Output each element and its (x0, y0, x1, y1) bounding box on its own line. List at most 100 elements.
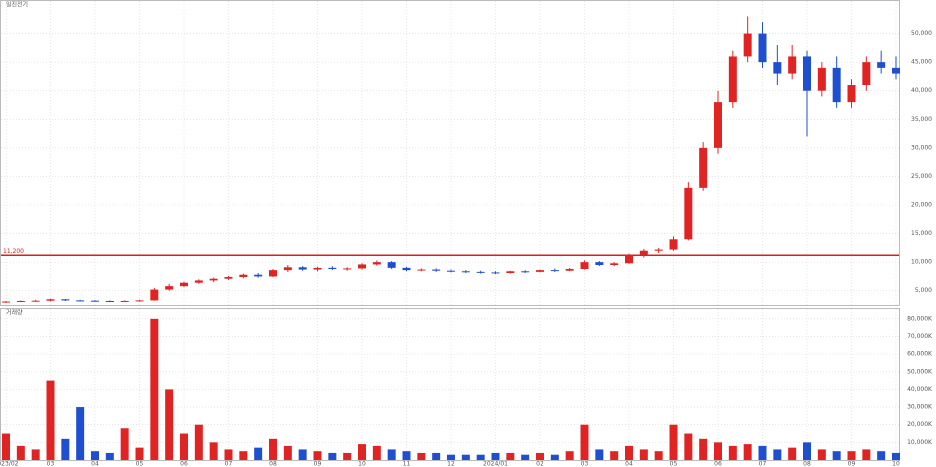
y-tick-label: 50,000 (911, 30, 932, 37)
volume-bar (461, 454, 470, 460)
volume-bar (31, 449, 40, 460)
volume-bar (803, 442, 811, 460)
candle-body (461, 271, 470, 273)
volume-bar (817, 449, 826, 460)
candle-body (150, 289, 159, 301)
volume-bar (847, 451, 856, 460)
candle-body (46, 299, 55, 301)
volume-bar (728, 445, 737, 460)
candle-body (773, 62, 782, 74)
candle-body (877, 62, 886, 68)
x-tick-label: 10 (892, 461, 900, 467)
volume-bar (358, 444, 366, 460)
x-tick-label: 05 (670, 461, 678, 467)
candle-body (313, 267, 322, 270)
volume-bar (506, 452, 515, 460)
candle-body (476, 271, 485, 273)
volume-bar (209, 442, 218, 460)
price-frame (0, 0, 900, 306)
volume-bar (135, 447, 144, 460)
volume-frame (0, 308, 900, 461)
volume-bar (684, 433, 693, 460)
x-tick-label: 08 (269, 461, 277, 467)
volume-bar (521, 454, 530, 460)
candle-body (254, 274, 263, 277)
candle-body (165, 286, 174, 290)
volume-bar (105, 452, 114, 460)
candle-body (269, 270, 277, 277)
candle-body (521, 271, 530, 273)
y-tick-label: 35,000 (911, 116, 932, 123)
volume-bar (120, 428, 129, 460)
volume-bar (343, 452, 352, 460)
volume-bar (773, 449, 782, 460)
volume-bar (788, 447, 797, 460)
volume-bar (758, 445, 767, 460)
x-tick-label: 09 (314, 461, 322, 467)
candle-body (743, 33, 752, 57)
x-tick-label: 03 (581, 461, 589, 467)
candle-body (654, 249, 663, 251)
volume-bar (417, 452, 426, 460)
candle-body (817, 67, 826, 91)
candle-body (491, 272, 500, 274)
candle-body (506, 271, 515, 273)
candle-body (2, 301, 10, 303)
volume-bar (892, 452, 900, 460)
volume-bar (447, 454, 455, 460)
candle-body (714, 102, 722, 148)
candle-body (610, 263, 619, 265)
volume-bar (832, 451, 841, 460)
candle-body (16, 301, 25, 302)
x-tick-label: 06 (714, 461, 722, 467)
volume-bar (2, 433, 10, 460)
volume-bar (61, 438, 70, 460)
volume-bar (595, 449, 604, 460)
candle-body (728, 56, 737, 103)
candle-body (684, 187, 693, 240)
x-tick-label: 06 (180, 461, 188, 467)
volume-tick-label: 80,000K (907, 315, 933, 322)
volume-bar (699, 438, 708, 460)
volume-bar (654, 451, 663, 460)
candle-body (372, 262, 381, 265)
volume-tick-label: 60,000K (907, 351, 933, 358)
x-tick-label: 07 (759, 461, 767, 467)
candle-body (432, 269, 441, 271)
volume-bar (165, 389, 174, 460)
candle-body (387, 262, 396, 268)
x-tick-label: 12 (447, 461, 455, 467)
candle-body (298, 267, 307, 270)
x-tick-label: 04 (625, 461, 633, 467)
volume-bar (76, 407, 85, 460)
candle-body (105, 301, 114, 302)
candle-body (61, 299, 70, 301)
volume-bar (239, 451, 248, 460)
candle-body (832, 67, 841, 103)
volume-bar (580, 424, 589, 460)
volume-bar (610, 451, 619, 460)
x-tick-label: 11 (403, 461, 411, 467)
volume-bar (46, 380, 55, 460)
candle-body (788, 56, 797, 74)
volume-bar (387, 449, 396, 460)
candle-body (180, 282, 188, 287)
candle-body (343, 268, 352, 270)
volume-bar (283, 445, 292, 460)
x-tick-label: 2024/01 (483, 461, 508, 467)
volume-tick-label: 50,000K (907, 368, 933, 375)
y-tick-label: 25,000 (911, 173, 932, 180)
volume-bar (877, 451, 886, 460)
candle-body (625, 255, 633, 264)
volume-bar (254, 447, 263, 460)
volume-bar (194, 424, 203, 460)
candle-body (699, 147, 708, 188)
volume-tick-label: 30,000K (907, 404, 933, 411)
candle-body (892, 67, 900, 74)
candle-body (758, 33, 767, 63)
volume-bar (313, 451, 322, 460)
candle-body (862, 62, 871, 85)
candle-body (550, 270, 559, 272)
volume-bar (298, 449, 307, 460)
